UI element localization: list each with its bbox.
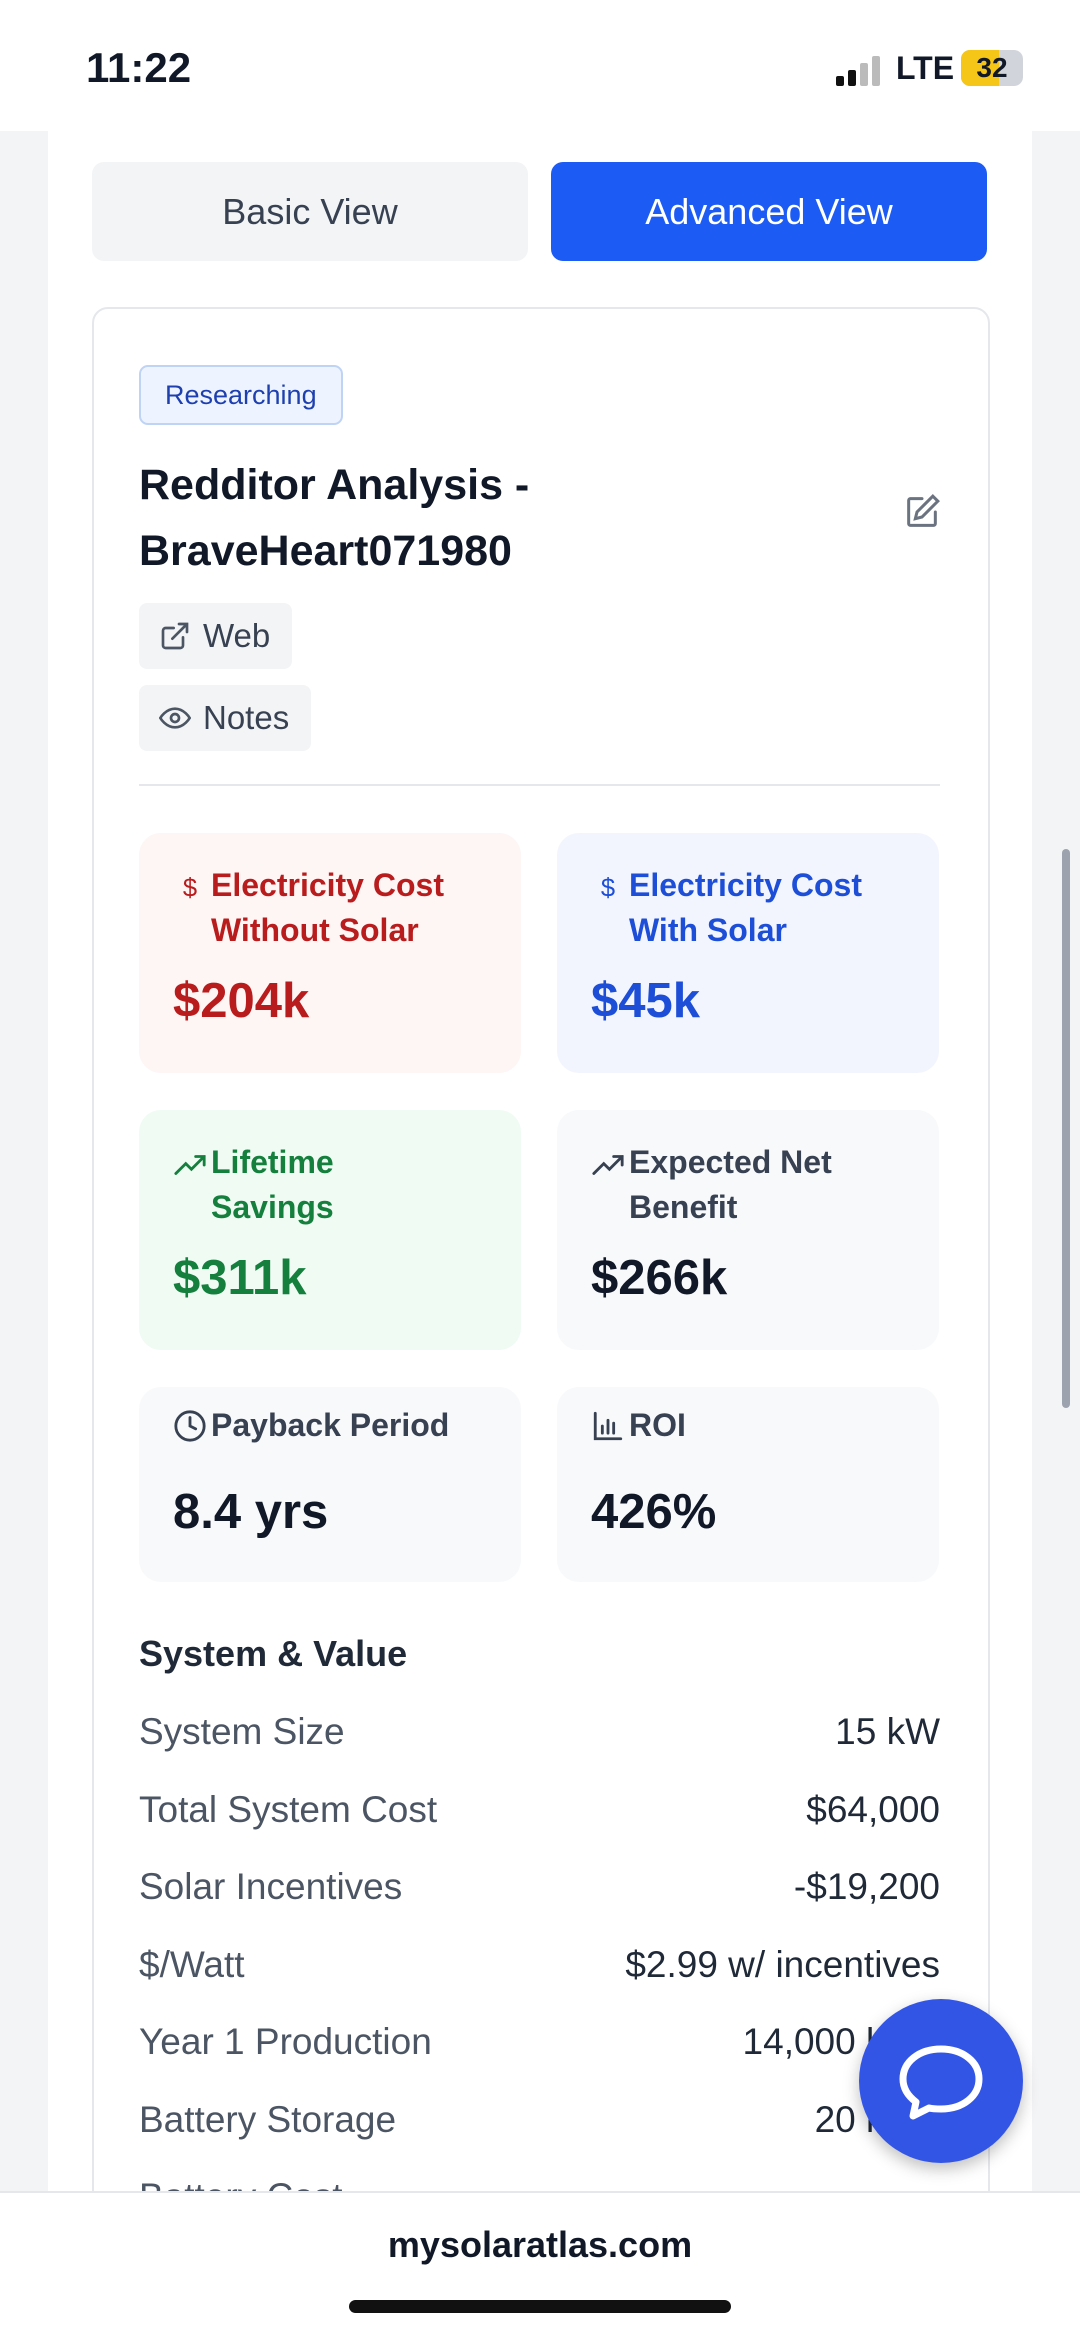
status-bar: 11:22 LTE 32: [0, 0, 1080, 131]
metric-icon: $: [183, 875, 197, 903]
link-label: Web: [203, 617, 271, 654]
metric-card: Payback Period 8.4 yrs: [139, 1387, 521, 1582]
detail-row: Total System Cost $64,000: [139, 1789, 940, 1831]
metric-label: Electricity Cost Without Solar: [211, 867, 444, 948]
tab[interactable]: Basic View: [92, 162, 528, 261]
svg-text:$: $: [601, 875, 615, 903]
battery: 32: [961, 50, 1023, 86]
metric-icon: [174, 1155, 206, 1175]
metric-value: $266k: [591, 1251, 728, 1305]
detail-row: Solar Incentives -$19,200: [139, 1866, 940, 1908]
eye-icon: [159, 707, 191, 729]
row-label: Solar Incentives: [139, 1866, 403, 1907]
chat-button[interactable]: [859, 1999, 1023, 2163]
edit-icon[interactable]: [902, 492, 942, 532]
project-title: Redditor Analysis - BraveHeart071980: [139, 461, 530, 575]
link-button[interactable]: Notes: [139, 685, 312, 751]
row-label: System Size: [139, 1711, 345, 1752]
row-value: $2.99 w/ incentives: [625, 1943, 940, 1985]
home-indicator: [349, 2300, 731, 2313]
chat-icon: [899, 2045, 983, 2120]
metric-value: 426%: [591, 1485, 717, 1539]
metric-icon: [174, 1410, 206, 1442]
scrollbar: [1062, 849, 1070, 1408]
tab-active[interactable]: Advanced View: [551, 162, 987, 261]
metric-label: Electricity Cost With Solar: [629, 867, 862, 948]
section-title: System & Value: [139, 1633, 408, 1674]
external-icon: [161, 622, 189, 650]
metric-label: ROI: [629, 1407, 686, 1443]
metric-card: Lifetime Savings $311k: [139, 1110, 521, 1350]
url: mysolaratlas.com: [387, 2224, 693, 2265]
signal-icon: [836, 56, 880, 86]
metric-value: $45k: [591, 974, 701, 1028]
time: 11:22: [86, 44, 192, 91]
metric-icon: $: [601, 875, 615, 903]
link-button[interactable]: Web: [139, 603, 293, 669]
divider: [139, 784, 940, 786]
metric-icon: [592, 1155, 624, 1175]
metric-label: Payback Period: [211, 1407, 450, 1443]
row-value: 15 kW: [835, 1711, 940, 1752]
metric-card: ROI 426%: [557, 1387, 939, 1582]
row-value: $64,000: [806, 1788, 940, 1830]
metric-icon: [593, 1411, 623, 1441]
browser-bar: [0, 2191, 1080, 2339]
battery-level: 32: [976, 52, 1008, 83]
network: LTE: [896, 50, 955, 86]
metric-card: $ Electricity Cost With Solar $45k: [557, 833, 939, 1073]
detail-row: System Size 15 kW: [139, 1711, 940, 1753]
metric-card: $ Electricity Cost Without Solar $204k: [139, 833, 521, 1073]
metric-value: $311k: [173, 1251, 307, 1305]
metric-value: $204k: [173, 974, 310, 1028]
metric-label: Lifetime Savings: [211, 1144, 334, 1225]
link-label: Notes: [203, 699, 290, 736]
metric-card: Expected Net Benefit $266k: [557, 1110, 939, 1350]
row-label: Year 1 Production: [139, 2021, 432, 2062]
status-badge: Researching: [139, 365, 343, 425]
row-value: -$19,200: [793, 1866, 940, 1907]
metric-label: Expected Net Benefit: [629, 1144, 832, 1225]
detail-row: Year 1 Production 14,000 kWh: [139, 2021, 940, 2063]
svg-text:$: $: [183, 875, 197, 903]
detail-row: $/Watt $2.99 w/ incentives: [139, 1944, 940, 1986]
row-label: Total System Cost: [139, 1788, 438, 1830]
row-label: Battery Storage: [139, 2098, 397, 2140]
metric-value: 8.4 yrs: [173, 1485, 329, 1539]
row-label: $/Watt: [139, 1943, 245, 1985]
